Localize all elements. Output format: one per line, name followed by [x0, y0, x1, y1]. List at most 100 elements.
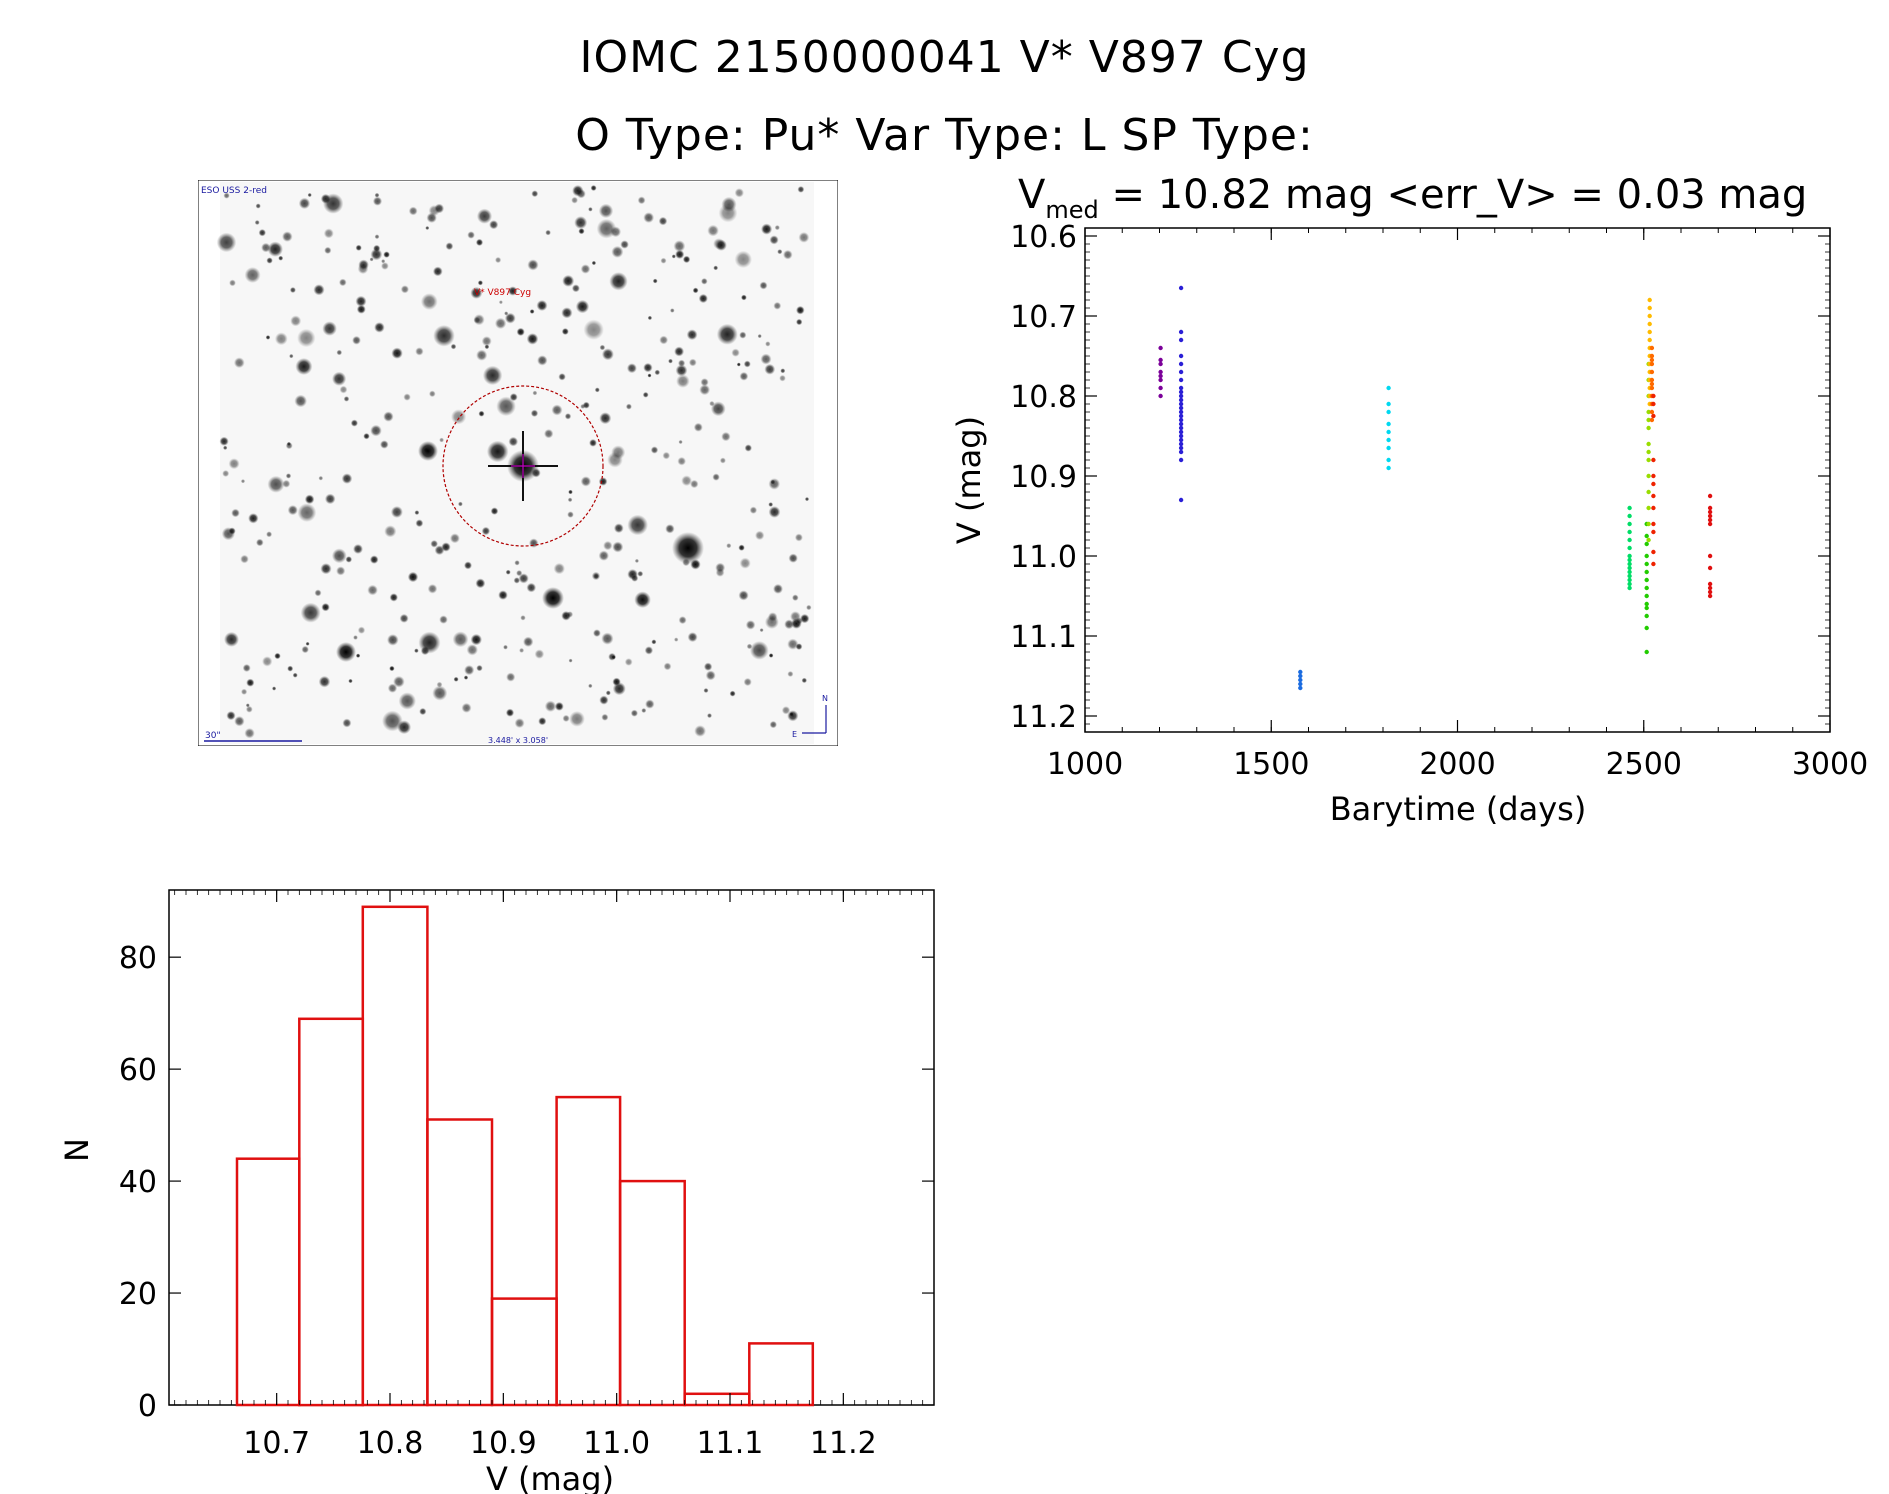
data-point-epoch-5 [1627, 585, 1632, 591]
data-point-epoch-4 [1386, 409, 1391, 415]
star-blob [736, 362, 741, 367]
star-blob [498, 590, 508, 600]
star-blob [681, 475, 692, 487]
star-blob [694, 725, 706, 737]
star-blob [760, 353, 772, 365]
star-blob [590, 185, 597, 191]
star-blob [651, 639, 657, 645]
data-point-epoch-2 [1178, 393, 1184, 399]
star-blob [399, 613, 409, 623]
data-point-epoch-8 [1647, 337, 1652, 343]
data-point-epoch-7 [1646, 457, 1651, 463]
star-blob [739, 371, 749, 381]
y-tick-label: 11.0 [1010, 540, 1077, 575]
star-blob [598, 203, 614, 219]
star-blob [574, 216, 588, 230]
star-blob [223, 192, 230, 199]
histogram-bar [490, 1297, 558, 1407]
data-point-epoch-6 [1644, 585, 1649, 591]
star-blob [508, 286, 518, 296]
compass-north-label: N [822, 694, 828, 703]
star-blob [572, 185, 584, 197]
star-blob [641, 708, 647, 713]
x-tick-label: 2500 [1606, 747, 1682, 782]
star-blob [425, 226, 430, 230]
data-point-epoch-9 [1649, 357, 1655, 363]
data-point-epoch-2 [1178, 397, 1184, 403]
star-blob [323, 193, 344, 214]
star-blob [300, 602, 321, 623]
data-point-epoch-6 [1644, 569, 1649, 575]
data-point-epoch-3 [1298, 673, 1303, 679]
star-blob [494, 317, 507, 330]
data-point-epoch-9 [1649, 361, 1655, 367]
star-blob [470, 286, 483, 299]
star-blob [532, 390, 538, 396]
star-blob [226, 711, 236, 721]
star-blob [687, 632, 698, 643]
star-blob [673, 240, 686, 252]
data-point-epoch-10 [1651, 473, 1656, 479]
star-blob [526, 333, 539, 345]
data-point-epoch-2 [1178, 377, 1184, 383]
star-blob [255, 203, 261, 209]
star-blob [478, 410, 485, 417]
histogram-plot-area [168, 889, 935, 1406]
data-point-epoch-5 [1627, 545, 1632, 551]
star-blob [601, 713, 609, 721]
data-point-epoch-7 [1646, 473, 1651, 479]
star-blob [731, 348, 740, 357]
star-blob [301, 645, 309, 654]
star-blob [796, 305, 805, 315]
data-point-epoch-1 [1158, 369, 1163, 375]
histogram-bar [748, 1342, 815, 1407]
star-blob [647, 373, 652, 378]
data-point-epoch-2 [1178, 353, 1184, 359]
star-blob [513, 577, 520, 584]
star-blob [278, 255, 284, 261]
star-blob [692, 287, 699, 294]
star-blob [562, 714, 570, 723]
star-blob [703, 688, 709, 693]
star-blob [433, 325, 455, 347]
star-blob [729, 690, 736, 697]
x-tick-label: 10.9 [470, 1426, 537, 1461]
star-blob [229, 279, 236, 287]
star-blob [381, 262, 389, 270]
data-point-epoch-7 [1646, 489, 1651, 495]
data-point-epoch-10 [1651, 505, 1656, 511]
star-blob [287, 505, 298, 516]
star-blob [518, 573, 529, 584]
star-blob [644, 646, 654, 655]
data-point-epoch-1 [1158, 377, 1163, 383]
star-blob [490, 507, 499, 515]
star-blob [505, 708, 515, 717]
star-blob [707, 713, 712, 719]
star-blob [289, 287, 296, 293]
star-blob [355, 295, 367, 307]
data-point-epoch-4 [1386, 429, 1391, 435]
star-blob [336, 566, 346, 576]
star-blob [387, 634, 399, 646]
star-blob [562, 274, 575, 287]
star-blob [792, 594, 799, 601]
star-blob [504, 312, 516, 324]
light-curve-points [1158, 285, 1713, 691]
star-blob [670, 308, 675, 313]
data-point-epoch-9 [1649, 381, 1655, 387]
star-blob [336, 349, 343, 356]
data-point-epoch-11 [1707, 517, 1713, 523]
star-blob [794, 533, 803, 542]
star-blob [643, 212, 655, 223]
scale-label: 30" [205, 731, 221, 741]
star-blob [353, 544, 363, 554]
star-blob [675, 249, 685, 259]
star-blob [741, 294, 747, 301]
compass-east-label: E [792, 730, 797, 739]
histogram-bar [618, 1179, 686, 1407]
data-point-epoch-6 [1644, 533, 1649, 539]
star-blob [343, 396, 350, 402]
star-blob [245, 705, 253, 713]
star-blob [523, 636, 534, 647]
star-blob [527, 259, 539, 271]
